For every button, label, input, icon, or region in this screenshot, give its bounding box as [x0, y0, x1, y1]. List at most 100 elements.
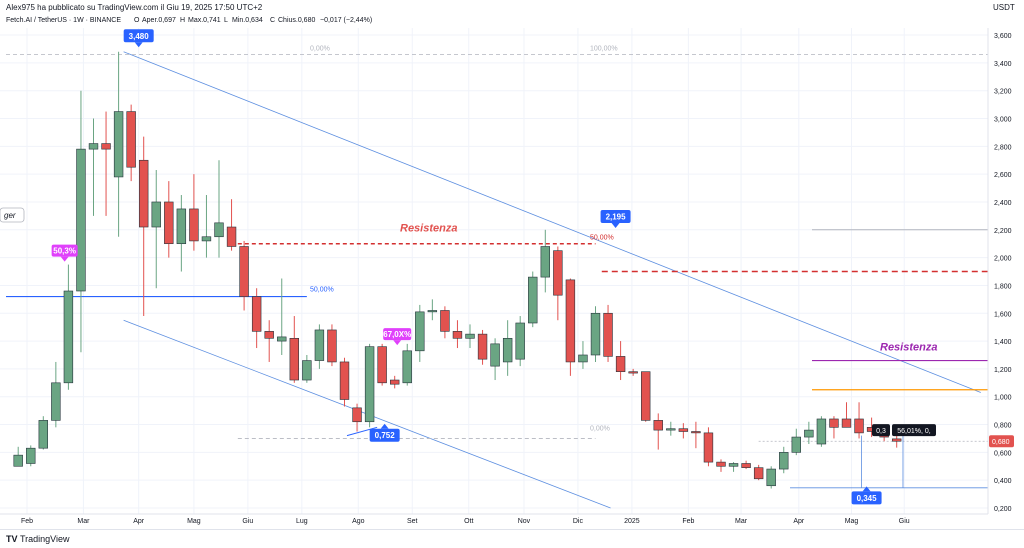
price-tick-label: 1,400: [994, 339, 1012, 346]
edge-label: ger: [4, 211, 16, 220]
price-tick-label: 2,800: [994, 144, 1012, 151]
candle-body: [703, 432, 714, 463]
aug-low-connector: [346, 426, 378, 437]
time-tick-label: Ott: [464, 518, 473, 525]
aug-pct-label-box: [383, 328, 412, 341]
candle-body: [465, 333, 475, 339]
price-tick-label: 2,000: [994, 256, 1012, 263]
candle-body: [452, 331, 463, 339]
mini-label-2: 56,01%, 0,: [897, 428, 931, 435]
fib-top-label: 0,00%: [310, 46, 330, 53]
time-tick-label: Mar: [77, 518, 90, 525]
candle-body: [741, 463, 751, 468]
candle-body: [779, 452, 789, 470]
top-high-label-box: [123, 29, 154, 43]
dec-high-label-box: [600, 209, 631, 223]
time-tick-label: 2025: [624, 518, 640, 525]
candle-body: [490, 343, 500, 367]
time-tick-label: Apr: [793, 518, 805, 525]
grid: [0, 28, 988, 514]
candle-body: [76, 148, 86, 292]
apr-low-label-box: [851, 491, 882, 505]
candle-body: [528, 276, 538, 324]
candle-body: [804, 429, 814, 438]
price-tick-label: 3,400: [994, 61, 1012, 68]
aug-pct-label-pointer: [393, 340, 402, 346]
price-tick-label: 1,600: [994, 311, 1012, 318]
mini-label-2-box: [892, 424, 936, 437]
price-tick-label: 2,600: [994, 172, 1012, 179]
current-price-label: 0,680: [992, 439, 1010, 446]
apr-low-label-pointer: [862, 486, 871, 492]
low-value: Min.0,634: [232, 17, 263, 24]
candle-body: [38, 420, 49, 449]
time-axis[interactable]: Feb Mar Apr Mag Giu Lug Ago Set Ott Nov Dic 2025 Feb…: [21, 518, 910, 525]
candle-body: [139, 159, 149, 228]
time-tick-label: Lug: [296, 518, 308, 525]
feb-pct-label: 50,3%: [53, 247, 76, 256]
price-tick-label: 2,400: [994, 200, 1012, 207]
symbol-legend: Fetch.AI / TetherUS · 1W · BINANCE O Ape…: [0, 14, 990, 28]
current-price-tag: [989, 435, 1014, 448]
candle-body: [628, 371, 638, 374]
fib-right-top-label: 100,00%: [590, 46, 618, 53]
currency-label: USDT: [993, 3, 1015, 12]
tradingview-logo-icon: TV: [6, 534, 18, 544]
candle-body: [389, 379, 400, 385]
price-tick-label: 1,000: [994, 395, 1012, 402]
price-tick-label: 1,800: [994, 283, 1012, 290]
candle-body: [415, 311, 425, 352]
fib-bottom-label: 0,00%: [590, 425, 610, 432]
time-tick-label: Mag: [845, 518, 859, 525]
aug-low-label: 0,752: [375, 431, 396, 440]
price-tick-label: 3,600: [994, 33, 1012, 40]
candle-body: [151, 201, 161, 228]
candle-body: [13, 454, 23, 467]
aug-low-label-box: [369, 428, 400, 442]
open-value: Aper.0,697: [142, 17, 176, 24]
candle-body: [678, 428, 689, 432]
price-tick-label: 2,200: [994, 228, 1012, 235]
candle-body: [440, 310, 450, 332]
candle-body: [352, 407, 362, 423]
candle-body: [239, 246, 249, 297]
symbol-name: Fetch.AI / TetherUS · 1W · BINANCE: [6, 17, 122, 24]
dec-high-label-pointer: [611, 222, 620, 228]
candle-body: [477, 333, 488, 360]
candle-body: [314, 329, 325, 361]
price-axis[interactable]: 0,200 0,400 0,600 0,800 1,000 1,200 1,400 1,600…: [989, 33, 1014, 513]
time-tick-label: Apr: [133, 518, 145, 525]
candle-body: [829, 418, 839, 428]
time-tick-label: Giu: [899, 518, 910, 525]
annotations: 3,480 2,195 0,752 0,345 50,3% 67,0X% 0,3 56,01%…: [0, 29, 937, 505]
candle-body: [854, 418, 864, 434]
price-chart[interactable]: 3,480 2,195 0,752 0,345 50,3% 67,0X% 0,3 56,01%…: [0, 0, 1024, 529]
time-tick-label: Mag: [187, 518, 201, 525]
candle-body: [377, 346, 387, 384]
candle-body: [590, 312, 601, 356]
candle-body: [88, 143, 99, 150]
candle-body: [553, 250, 563, 296]
high-letter: H: [180, 17, 186, 24]
change-value: −0,017 (−2,44%): [320, 17, 373, 24]
candle-body: [640, 371, 651, 421]
candle-body: [189, 208, 199, 242]
fib-50-label: 50,00%: [590, 235, 614, 242]
price-tick-label: 0,400: [994, 478, 1012, 485]
resistenza-label-1: Resistenza: [400, 223, 457, 235]
price-tick-label: 3,000: [994, 117, 1012, 124]
time-tick-label: Giu: [242, 518, 253, 525]
candle-body: [816, 418, 827, 445]
candle-body: [214, 222, 224, 238]
candle-body: [841, 418, 852, 428]
aug-low-label-pointer: [380, 423, 389, 429]
candle-body: [766, 468, 776, 487]
candle-body: [402, 350, 412, 384]
candle-body: [251, 296, 262, 332]
channel-upper-line: [123, 51, 981, 393]
resistenza-label-2: Resistenza: [880, 342, 937, 354]
candle-body: [264, 331, 274, 339]
candle-body: [63, 290, 74, 384]
candle-body: [164, 201, 174, 245]
candle-body: [578, 354, 588, 363]
